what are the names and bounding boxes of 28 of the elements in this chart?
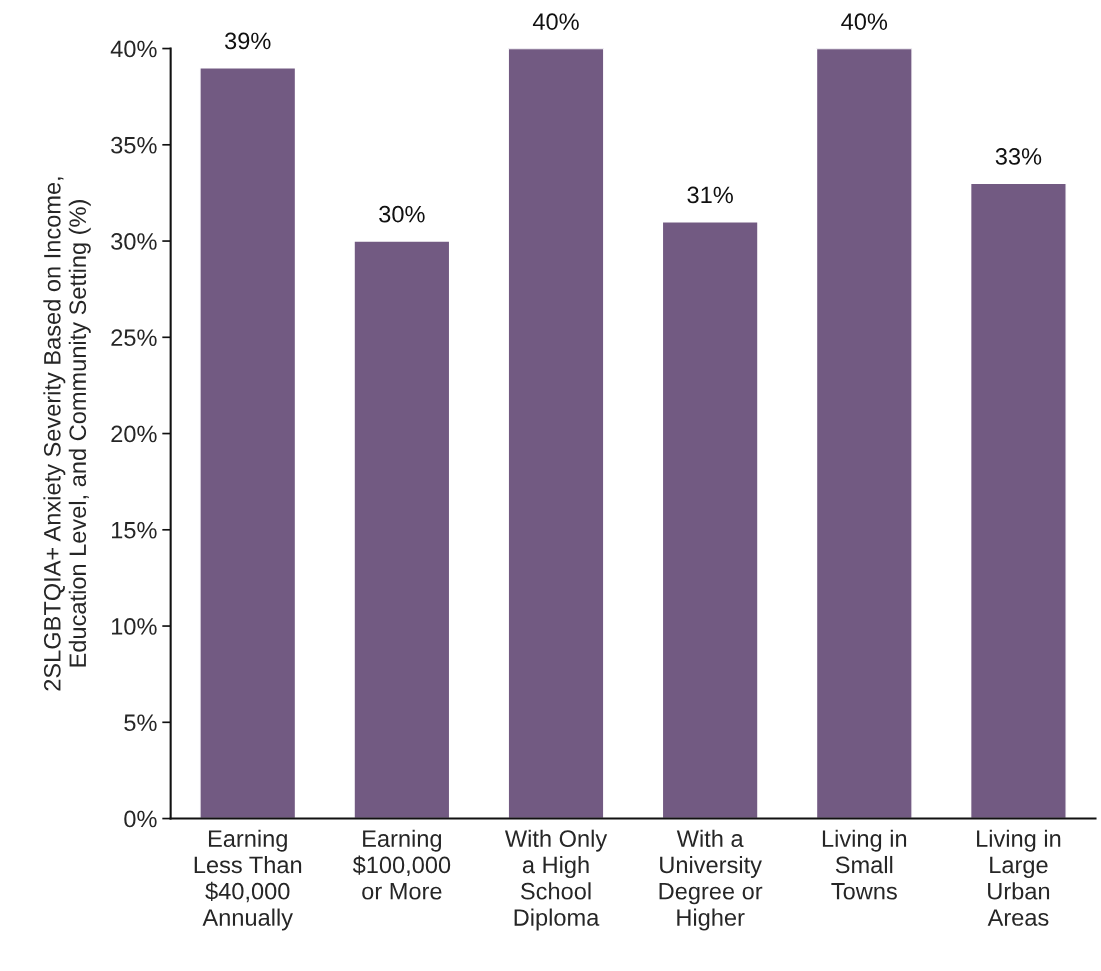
x-tick-label: Living in Large Urban Areas [977, 829, 1061, 926]
bar [661, 221, 759, 819]
data-label: 31% [687, 186, 733, 204]
x-tick-label: Earning Less Than $40,000 Annually [194, 829, 302, 931]
y-axis-title: 2SLGBTQIA+ Anxiety Severity Based on Income, Education Level, and Community Setting (%) [43, 177, 91, 691]
data-label: 40% [841, 13, 888, 30]
bar [969, 182, 1067, 819]
y-tick-label: 40% [110, 40, 157, 58]
y-tick-label: 0% [124, 810, 157, 828]
y-tick-label: 25% [111, 329, 157, 347]
data-label: 39% [225, 32, 271, 50]
y-tick-label: 30% [111, 233, 157, 250]
bar [815, 48, 913, 819]
y-tick-label: 10% [112, 618, 157, 635]
data-label: 33% [995, 148, 1042, 165]
x-tick-label: Living in Small Towns [822, 829, 907, 900]
y-tick-label: 15% [112, 521, 157, 539]
bar [507, 48, 605, 819]
bar [199, 67, 297, 819]
bar [353, 240, 451, 819]
x-tick-label: Earning $100,000 or More [352, 829, 451, 900]
x-tick-label: With Only a High School Diploma [504, 829, 608, 931]
data-label: 40% [532, 13, 579, 30]
x-tick-label: With a University Degree or Higher [659, 829, 763, 931]
y-tick-label: 5% [124, 714, 157, 732]
y-tick-label: 20% [111, 425, 157, 443]
y-tick-label: 35% [111, 136, 157, 154]
data-label: 30% [379, 205, 425, 223]
